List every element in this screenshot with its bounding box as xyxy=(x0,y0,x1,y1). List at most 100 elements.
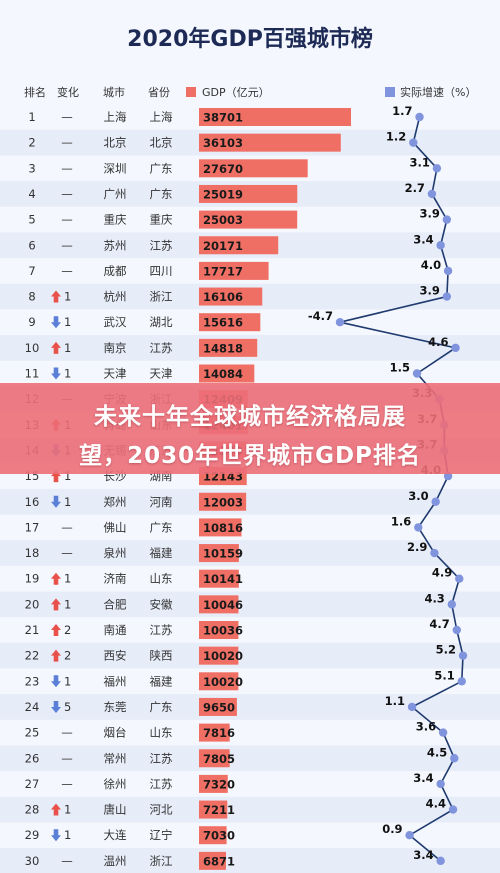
growth-value-label: 3.9 xyxy=(419,207,439,221)
city-cell: 济南 xyxy=(104,572,127,586)
growth-point xyxy=(458,651,468,660)
province-cell: 广东 xyxy=(150,700,173,714)
gdp-value-label: 10020 xyxy=(203,675,243,689)
rank-cell: 30 xyxy=(25,854,40,868)
rank-cell: 29 xyxy=(25,828,40,842)
rank-cell: 16 xyxy=(25,495,40,509)
province-cell: 山东 xyxy=(150,572,173,586)
rank-cell: 17 xyxy=(25,520,40,534)
gdp-value-label: 14818 xyxy=(203,341,243,355)
growth-point xyxy=(430,548,439,558)
growth-point xyxy=(452,625,461,635)
gdp-value-label: 20171 xyxy=(203,239,243,253)
growth-value-label: 2.9 xyxy=(407,540,427,554)
rank-cell: 1 xyxy=(28,110,35,124)
gdp-bar xyxy=(199,697,237,716)
rank-cell: 22 xyxy=(25,649,40,663)
rank-up-arrow-icon xyxy=(51,803,61,816)
city-cell: 成都 xyxy=(104,264,127,278)
growth-value-label: 4.4 xyxy=(426,797,446,811)
change-value: 2 xyxy=(64,649,71,663)
province-cell: 广东 xyxy=(150,187,173,201)
header-rank: 排名 xyxy=(24,85,46,99)
gdp-bar xyxy=(199,621,239,639)
change-value: — xyxy=(61,161,73,175)
province-cell: 天津 xyxy=(150,367,173,381)
change-value: 5 xyxy=(64,700,71,714)
rank-cell: 19 xyxy=(25,572,40,586)
gdp-bar xyxy=(199,569,239,588)
gdp-bar xyxy=(199,133,341,152)
change-value: — xyxy=(61,854,73,868)
growth-value-label: 3.6 xyxy=(416,720,436,734)
growth-point xyxy=(455,574,464,583)
gdp-bar xyxy=(199,210,298,229)
change-value: — xyxy=(61,546,73,560)
gdp-bar xyxy=(199,774,228,793)
growth-line xyxy=(339,116,464,862)
change-value: 1 xyxy=(64,469,71,483)
gdp-value-label: 36103 xyxy=(203,136,243,150)
gdp-bar xyxy=(199,800,228,819)
legend-gdp-swatch xyxy=(186,87,196,97)
growth-point xyxy=(442,292,452,301)
gdp-bar xyxy=(199,261,269,280)
change-value: 1 xyxy=(64,290,71,304)
change-value: 2 xyxy=(64,623,71,637)
growth-value-label: 4.9 xyxy=(432,566,452,580)
gdp-value-label: 10020 xyxy=(203,649,243,663)
gdp-bar xyxy=(199,236,279,255)
gdp-value-label: 7211 xyxy=(203,803,235,817)
rank-cell: 7 xyxy=(28,264,35,278)
growth-point xyxy=(405,831,414,840)
province-cell: 山东 xyxy=(150,726,173,740)
gdp-value-label: 16106 xyxy=(203,290,243,304)
row-background xyxy=(0,694,500,720)
city-cell: 烟台 xyxy=(104,726,127,740)
growth-point xyxy=(436,856,445,866)
city-cell: 东莞 xyxy=(104,700,127,714)
province-cell: 江苏 xyxy=(150,777,173,791)
rank-cell: 8 xyxy=(28,290,35,304)
gdp-bar xyxy=(199,544,239,563)
gdp-value-label: 9650 xyxy=(203,700,235,714)
gdp-bar xyxy=(199,159,308,178)
gdp-bar xyxy=(199,184,298,203)
gdp-value-label: 12003 xyxy=(203,495,243,509)
city-cell: 郑州 xyxy=(104,495,127,509)
banner-line-1: 未来十年全球城市经济格局展 xyxy=(94,404,406,430)
row-background xyxy=(0,540,500,566)
rank-up-arrow-icon xyxy=(51,341,61,354)
header-city: 城市 xyxy=(103,85,125,99)
province-cell: 广东 xyxy=(150,520,173,534)
rank-cell: 2 xyxy=(28,136,35,150)
change-value: 1 xyxy=(64,674,71,688)
rank-cell: 28 xyxy=(25,803,40,817)
gdp-bar xyxy=(199,749,230,768)
header-province: 省份 xyxy=(148,86,170,99)
growth-point xyxy=(443,266,453,276)
province-cell: 江苏 xyxy=(150,751,173,765)
gdp-bar xyxy=(199,672,239,691)
legend-growth-label: 实际增速（%） xyxy=(400,85,476,99)
city-cell: 常州 xyxy=(104,751,127,765)
rank-cell: 11 xyxy=(25,367,40,381)
growth-value-label: 3.9 xyxy=(419,284,439,298)
growth-point xyxy=(412,369,422,378)
city-cell: 南通 xyxy=(104,623,127,637)
change-value: 1 xyxy=(64,495,71,509)
province-cell: 河南 xyxy=(150,495,173,509)
rank-down-arrow-icon xyxy=(51,675,61,688)
rank-cell: 27 xyxy=(25,777,40,791)
city-cell: 苏州 xyxy=(104,238,127,252)
city-cell: 唐山 xyxy=(104,803,127,817)
rank-cell: 21 xyxy=(25,623,40,637)
gdp-value-label: 10046 xyxy=(203,598,243,612)
overlay-banner xyxy=(0,383,500,474)
change-value: 1 xyxy=(64,803,71,817)
province-cell: 上海 xyxy=(150,110,173,124)
province-cell: 湖北 xyxy=(150,315,173,329)
change-value: — xyxy=(61,751,73,765)
growth-value-label: 4.5 xyxy=(427,745,447,759)
